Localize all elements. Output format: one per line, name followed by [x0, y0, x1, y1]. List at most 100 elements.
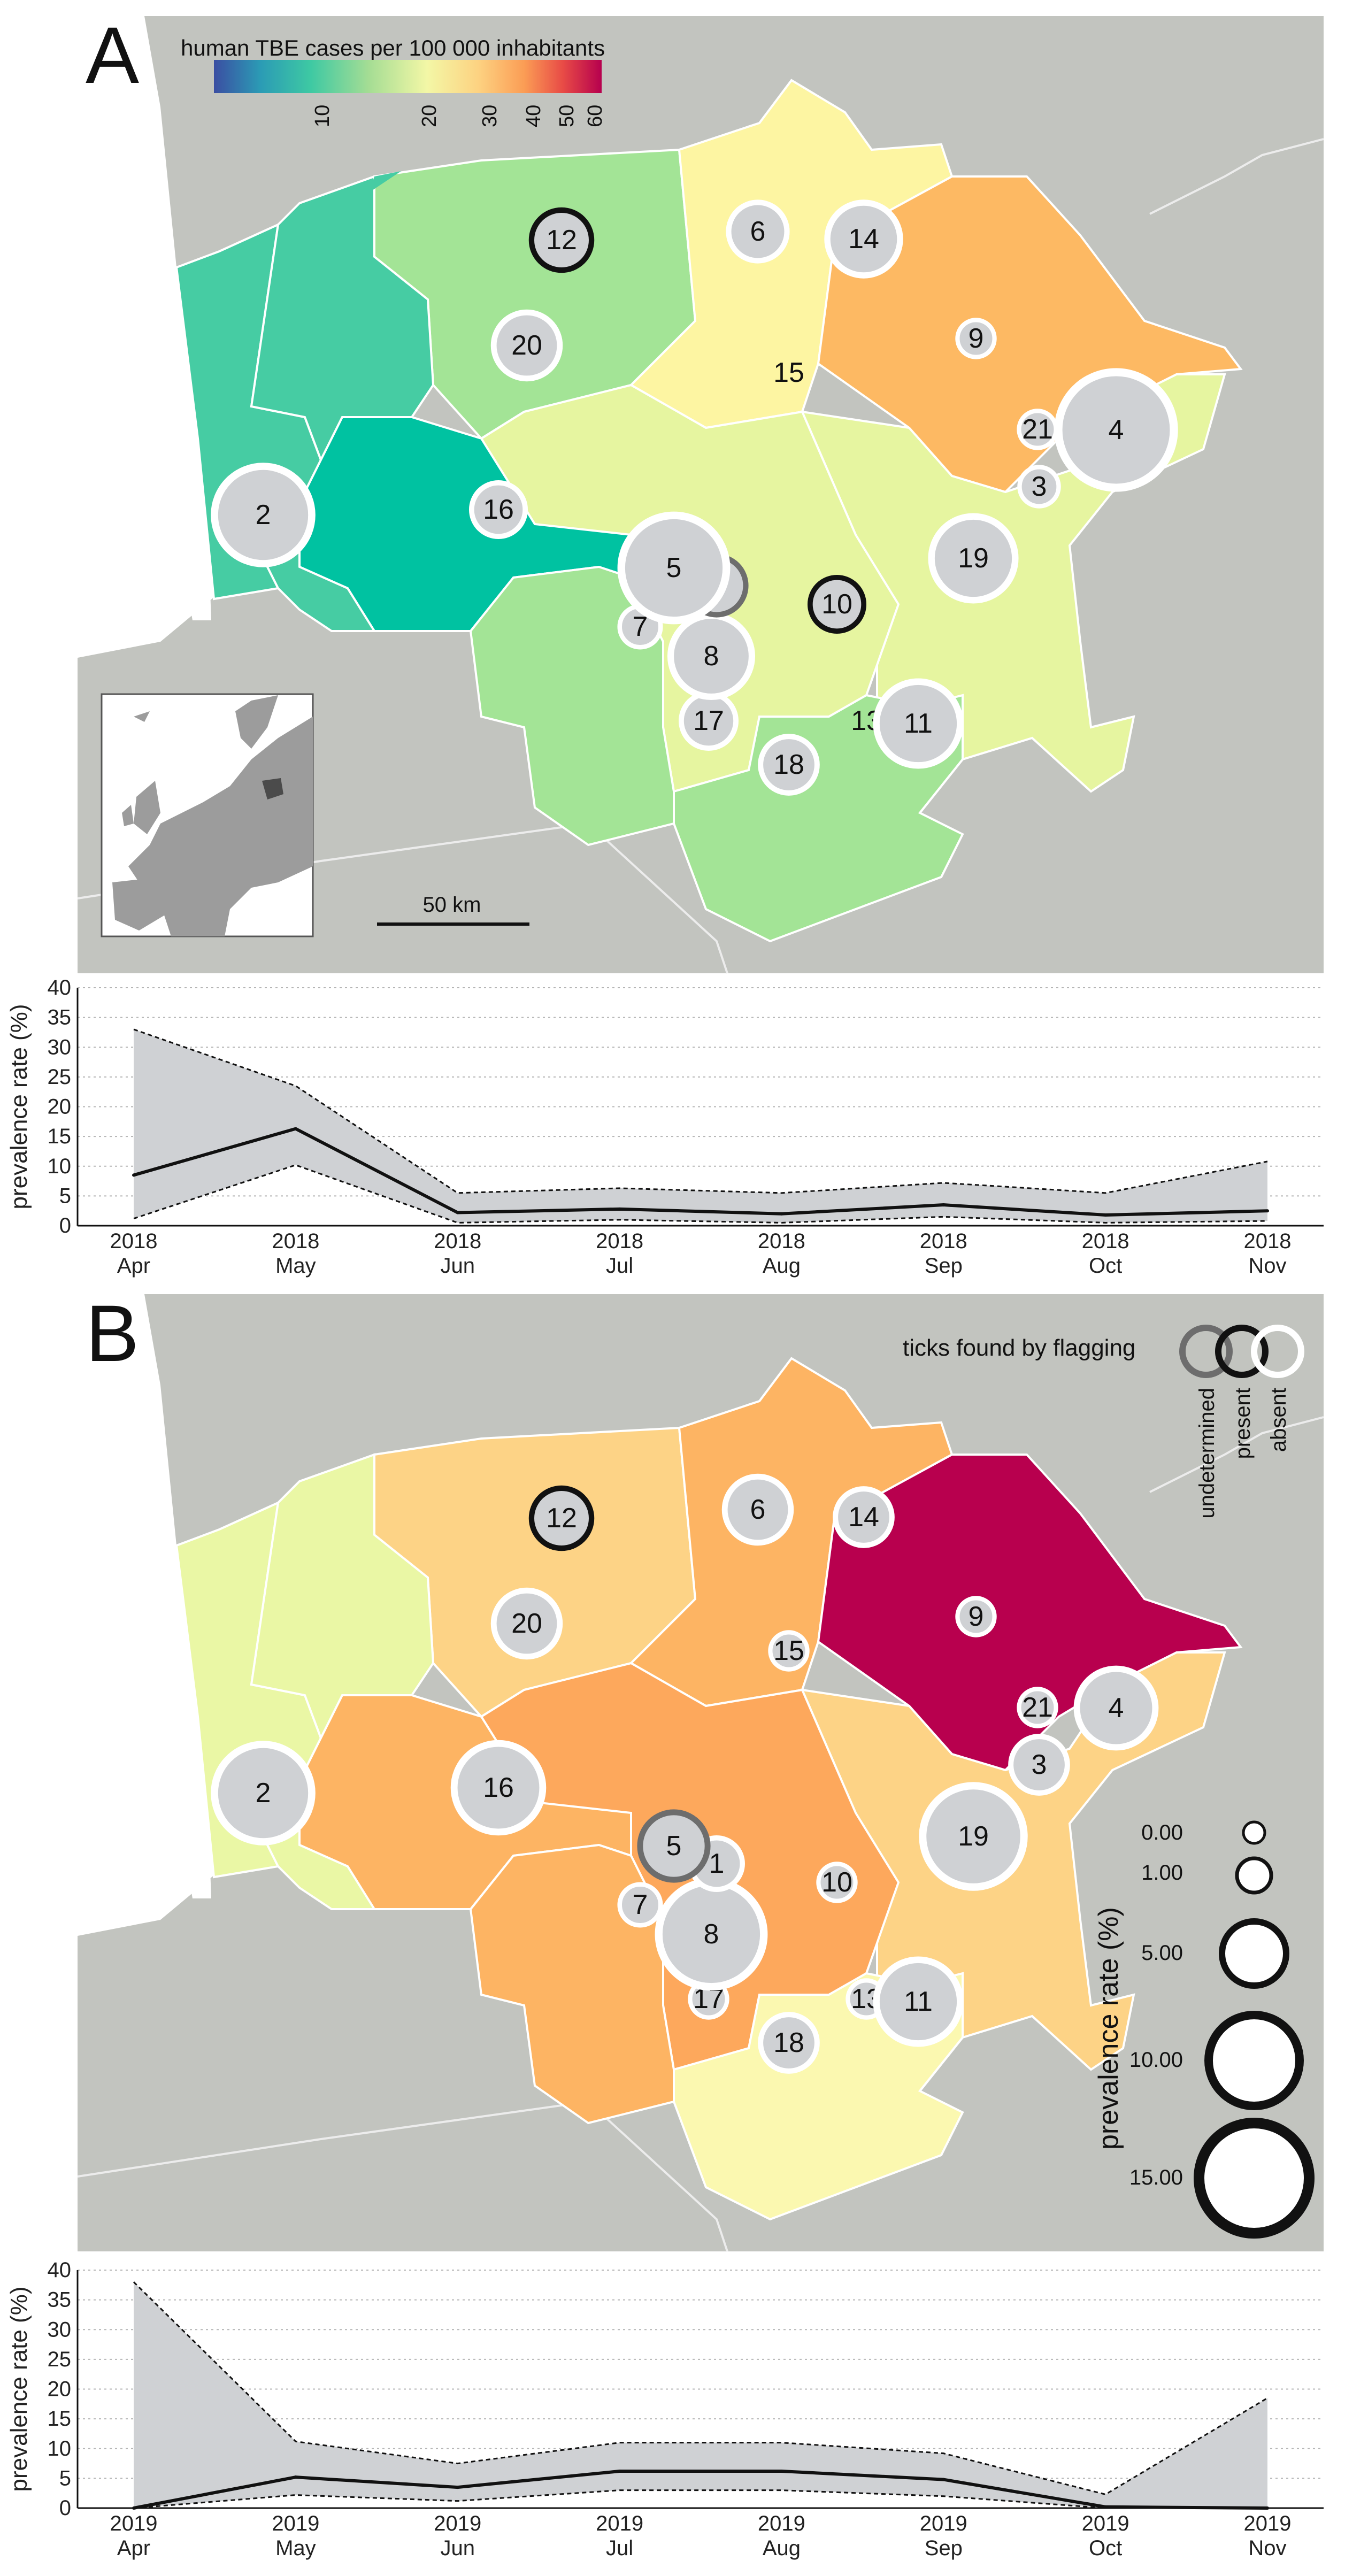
site-label-b: 4	[1109, 1693, 1124, 1724]
site-marker-b	[919, 1782, 1028, 1891]
size-legend-circle	[1235, 1856, 1273, 1895]
colorbar-title: human TBE cases per 100 000 inhabitants	[181, 35, 605, 60]
x-tick-label: 2018 Jul	[596, 1229, 643, 1278]
y-tick-label: 0	[59, 1214, 71, 1237]
x-tick-label: 2019 Oct	[1082, 2512, 1129, 2560]
colorbar-tick: 20	[418, 105, 441, 127]
colorbar-tick: 40	[522, 105, 545, 127]
prevalence-point	[1104, 1213, 1108, 1217]
site-label-a: 18	[773, 749, 804, 780]
site-marker-b	[955, 1596, 997, 1637]
prevalence-point	[618, 2470, 621, 2473]
site-label-b: 19	[958, 1821, 989, 1852]
y-axis-label: prevalence rate (%)	[6, 1004, 32, 1210]
site-marker-b	[1017, 1687, 1058, 1728]
x-tick-label: 2019 Apr	[110, 2512, 158, 2560]
site-label-b: 8	[704, 1919, 719, 1950]
y-tick-label: 40	[48, 976, 72, 999]
y-tick-label: 25	[48, 1065, 72, 1089]
status-legend: ticks found by flagging undetermined pre…	[903, 1325, 1304, 1519]
y-tick-label: 35	[48, 1006, 72, 1029]
site-marker-a	[528, 207, 595, 273]
prevalence-point	[294, 2475, 297, 2479]
legend-undetermined-label: undetermined	[1195, 1388, 1219, 1519]
site-marker-b	[758, 2012, 820, 2074]
panel-a-lagoon	[104, 187, 120, 230]
colorbar-tick: 30	[479, 105, 501, 127]
site-marker-b	[833, 1486, 895, 1548]
y-tick-label: 15	[48, 1125, 72, 1148]
x-tick-label: 2018 Oct	[1082, 1229, 1129, 1278]
site-marker-b	[721, 1473, 794, 1546]
status-legend-title: ticks found by flagging	[903, 1335, 1135, 1361]
size-legend-circle	[1219, 1918, 1289, 1989]
site-label-a: 4	[1109, 414, 1124, 445]
site-label-a: 8	[704, 641, 719, 672]
site-marker-b	[490, 1587, 563, 1660]
site-label-b: 9	[969, 1601, 984, 1632]
y-tick-label: 15	[48, 2407, 72, 2431]
y-tick-label: 35	[48, 2288, 72, 2312]
upper-bound-line	[133, 1028, 1268, 1194]
site-marker-b	[211, 1741, 316, 1846]
legend-present-ring	[1215, 1325, 1269, 1378]
site-label-b: 7	[633, 1889, 648, 1920]
site-marker-b	[637, 1809, 711, 1883]
site-marker-a	[955, 318, 997, 359]
site-label-a: 16	[483, 494, 514, 525]
site-marker-b	[873, 1956, 964, 2047]
legend-absent-label: absent	[1267, 1388, 1290, 1452]
y-axis-label: prevalence rate (%)	[6, 2287, 32, 2492]
panel-a-sea	[78, 16, 225, 658]
x-tick-label: 2018 Sep	[920, 1229, 967, 1278]
site-label-b: 20	[511, 1608, 542, 1639]
region-a	[250, 175, 435, 463]
prevalence-chart-b: 0 5 10 15 20 25 30 35 40 2019 Apr 2019 May 2019 Jun 201…	[6, 2258, 1324, 2560]
legend-absent-ring	[1251, 1325, 1304, 1378]
site-marker-a	[928, 513, 1019, 604]
site-label-a: 21	[1022, 414, 1053, 445]
site-label-b: 6	[750, 1494, 766, 1525]
prevalence-point	[780, 1212, 783, 1216]
y-tick-label: 20	[48, 1095, 72, 1119]
x-tick-label: 2018 Apr	[110, 1229, 158, 1278]
site-label-b: 15	[773, 1635, 804, 1666]
colorbar-tick: 50	[556, 105, 578, 127]
y-tick-label: 20	[48, 2378, 72, 2401]
prevalence-point	[1266, 1209, 1269, 1213]
y-tick-label: 25	[48, 2348, 72, 2371]
site-label-b: 14	[848, 1502, 879, 1533]
scale-bar: 50 km	[377, 893, 529, 926]
site-label-a: 2	[256, 499, 271, 530]
region-a	[278, 171, 401, 225]
size-legend-circle	[1204, 2011, 1304, 2110]
site-marker-b	[1073, 1665, 1159, 1751]
panel-b-lagoon	[104, 1465, 120, 1508]
site-label-b: 3	[1032, 1749, 1047, 1780]
site-marker-a	[873, 678, 964, 769]
panel-a-border	[1149, 138, 1324, 215]
y-tick-label: 5	[59, 1184, 71, 1208]
prevalence-point	[132, 1173, 135, 1177]
site-marker-a	[1017, 465, 1061, 509]
europe-inset	[101, 693, 314, 937]
site-label-a: 20	[511, 330, 542, 361]
size-legend-value: 15.00	[1129, 2166, 1183, 2189]
y-tick-label: 30	[48, 1035, 72, 1059]
site-marker-a	[758, 734, 820, 796]
size-legend-value: 5.00	[1141, 1941, 1183, 1965]
x-tick-label: 2019 May	[272, 2512, 319, 2560]
site-marker-a	[1054, 368, 1178, 492]
site-label-a: 9	[969, 323, 984, 354]
site-marker-a	[807, 574, 867, 634]
site-marker-a	[468, 480, 528, 540]
site-label-b: 1	[709, 1848, 725, 1879]
x-tick-label: 2018 Aug	[758, 1229, 805, 1278]
site-marker-b	[617, 1882, 663, 1928]
site-label-a: 17	[693, 705, 724, 736]
site-marker-b	[816, 1862, 858, 1903]
x-tick-label: 2018 May	[272, 1229, 319, 1278]
prevalence-line	[133, 1127, 1268, 1217]
